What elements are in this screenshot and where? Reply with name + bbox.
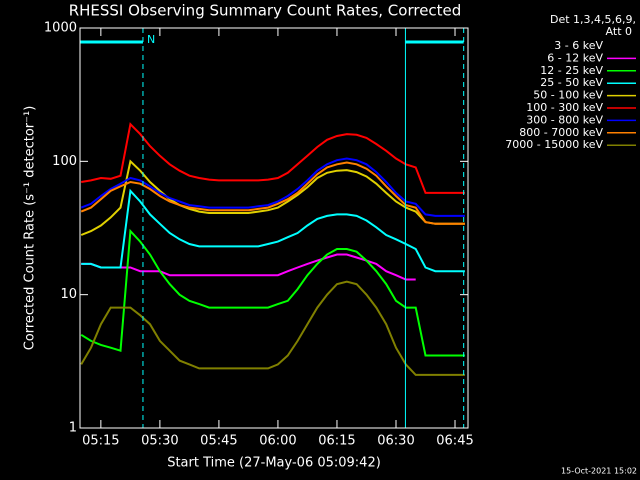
y-tick-label: 1 [69, 421, 77, 436]
x-tick-label: 06:30 [377, 434, 414, 449]
legend-label: 3 - 6 keV [554, 39, 603, 52]
legend-label: 7000 - 15000 keV [505, 138, 603, 151]
series-line [80, 280, 465, 376]
x-tick-label: 05:15 [82, 434, 119, 449]
chart-title: RHESSI Observing Summary Count Rates, Co… [69, 2, 462, 20]
series-line [81, 253, 416, 281]
x-tick-label: 05:45 [200, 434, 237, 449]
series-line [80, 283, 417, 424]
series-line [80, 159, 465, 236]
x-tick-label: 05:30 [141, 434, 178, 449]
x-axis-label: Start Time (27-May-06 05:09:42) [167, 456, 381, 471]
legend-header: Att 0 [606, 25, 632, 38]
x-tick-label: 06:00 [259, 434, 296, 449]
night-label: N [147, 33, 155, 46]
y-tick-label: 1000 [44, 21, 77, 36]
legend-label: 12 - 25 keV [540, 64, 603, 77]
legend-label: 25 - 50 keV [540, 76, 603, 89]
y-tick-label: 100 [52, 154, 77, 169]
y-axis-label: Corrected Count Rate (s⁻¹ detector⁻¹) [23, 106, 38, 351]
legend-label: 6 - 12 keV [547, 51, 603, 64]
series-line [81, 122, 465, 194]
legend-label: 100 - 300 keV [526, 101, 603, 114]
x-tick-label: 06:15 [318, 434, 355, 449]
y-tick-label: 10 [60, 287, 77, 302]
series-line [80, 228, 465, 357]
legend-label: 300 - 800 keV [526, 113, 603, 126]
plot-frame [79, 27, 469, 429]
legend-label: 50 - 100 keV [533, 89, 603, 102]
legend-header: Det 1,3,4,5,6,9, [550, 13, 636, 26]
series-line [81, 188, 465, 273]
x-tick-label: 06:45 [436, 434, 473, 449]
series-line [80, 161, 465, 225]
footer-timestamp: 15-Oct-2021 15:02 [561, 467, 637, 476]
legend-label: 800 - 7000 keV [519, 126, 603, 139]
series-line [80, 157, 465, 217]
